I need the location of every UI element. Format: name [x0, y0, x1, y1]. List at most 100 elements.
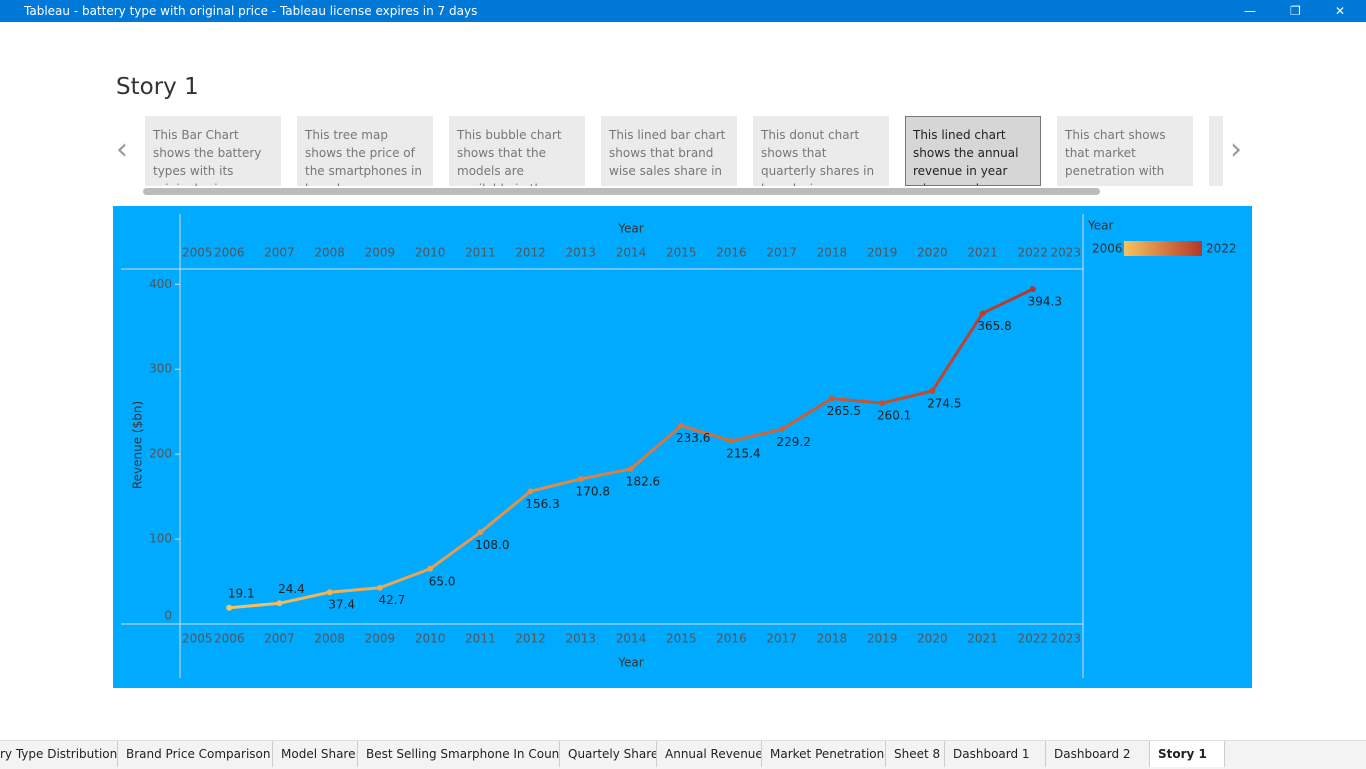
- data-label: 365.8: [977, 319, 1011, 333]
- x-tick-label: 2016: [716, 246, 747, 260]
- data-label: 229.2: [776, 435, 810, 449]
- data-label: 215.4: [726, 447, 760, 461]
- chart-background: [113, 206, 1252, 688]
- y-tick-label: 300: [149, 362, 172, 376]
- x-tick-label: 2014: [616, 632, 647, 646]
- x-tick-label: 2022: [1018, 632, 1049, 646]
- x-axis-title: Year: [617, 222, 643, 236]
- data-point: [728, 438, 735, 445]
- sheet-tab[interactable]: Dashboard 1: [945, 741, 1046, 767]
- x-tick-label: 2014: [616, 246, 647, 260]
- y-tick-label: 200: [149, 447, 172, 461]
- x-tick-label: 2020: [917, 246, 948, 260]
- sheet-tabs: ry Type Distribution Brand Price Comparis…: [0, 740, 1366, 769]
- x-tick-label: 2007: [264, 632, 295, 646]
- data-label: 37.4: [328, 598, 355, 612]
- data-point: [376, 584, 383, 591]
- story-point[interactable]: This donut chart shows that quarterly sh…: [753, 116, 889, 186]
- x-tick-label: 2009: [365, 632, 396, 646]
- x-tick-label: 2012: [515, 246, 546, 260]
- data-label: 24.4: [278, 582, 305, 596]
- x-tick-label: 2018: [817, 246, 848, 260]
- x-tick-label: 2013: [566, 632, 597, 646]
- data-point: [879, 400, 886, 407]
- data-label: 182.6: [626, 474, 660, 488]
- x-tick-label: 2016: [716, 632, 747, 646]
- data-point: [778, 426, 785, 433]
- title-bar: Tableau - battery type with original pri…: [0, 0, 1366, 22]
- x-tick-label: 2012: [515, 632, 546, 646]
- sheet-tab[interactable]: Story 1: [1150, 741, 1225, 767]
- data-label: 265.5: [827, 404, 861, 418]
- data-label: 42.7: [379, 593, 406, 607]
- sheet-tab[interactable]: Sheet 8: [886, 741, 945, 767]
- data-point: [326, 589, 333, 596]
- prev-arrow[interactable]: ‹: [116, 132, 128, 167]
- data-label: 19.1: [228, 586, 255, 600]
- story-point[interactable]: This Bar Chart shows the battery types w…: [145, 116, 281, 186]
- sheet-tab[interactable]: Dashboard 2: [1046, 741, 1150, 767]
- x-tick-label: 2017: [766, 246, 797, 260]
- x-tick-label: 2006: [214, 246, 245, 260]
- sheet-tab[interactable]: Best Selling Smarphone In Coun...: [358, 741, 560, 767]
- y-tick-label: 400: [149, 277, 172, 291]
- x-tick-label: 2019: [867, 632, 898, 646]
- x-tick-label: 2021: [967, 246, 998, 260]
- data-point: [979, 310, 986, 317]
- close[interactable]: ✕: [1335, 4, 1346, 18]
- x-tick-label: 2017: [766, 632, 797, 646]
- sheet-tab[interactable]: ry Type Distribution: [0, 741, 118, 767]
- data-label: 274.5: [927, 396, 961, 410]
- minimize[interactable]: —: [1244, 4, 1256, 18]
- x-tick-label: 2015: [666, 632, 697, 646]
- story-point[interactable]: This tree map shows the price of the sma…: [297, 116, 433, 186]
- story-point[interactable]: This lined chart shows the annual revenu…: [905, 116, 1041, 186]
- x-tick-label: 2008: [314, 632, 345, 646]
- x-tick-label: 2007: [264, 246, 295, 260]
- x-axis-title: Year: [617, 656, 643, 670]
- sheet-tab[interactable]: Market Penetration: [762, 741, 886, 767]
- x-tick-label: 2005: [182, 632, 213, 646]
- story-point[interactable]: This bubble chart shows that the models …: [449, 116, 585, 186]
- legend-gradient: [1124, 241, 1202, 256]
- x-tick-label: 2011: [465, 246, 496, 260]
- sheet-tab[interactable]: Quartely Share: [560, 741, 657, 767]
- story-point[interactable]: This lined bar chart shows that brand wi…: [601, 116, 737, 186]
- x-tick-label: 2023: [1050, 246, 1081, 260]
- x-tick-label: 2023: [1050, 632, 1081, 646]
- scrollbar[interactable]: [143, 188, 1100, 195]
- legend-title: Year: [1087, 219, 1113, 233]
- x-tick-label: 2013: [566, 246, 597, 260]
- sheet-tab[interactable]: Brand Price Comparison: [118, 741, 273, 767]
- y-tick-label: 100: [149, 532, 172, 546]
- data-label: 108.0: [475, 538, 509, 552]
- sheet-tab[interactable]: Annual Revenue: [657, 741, 762, 767]
- story-point[interactable]: This chart shows that market penetration…: [1057, 116, 1193, 186]
- legend-label: 2006: [1092, 242, 1123, 256]
- data-label: 156.3: [525, 497, 559, 511]
- y-axis-title: Revenue ($bn): [131, 401, 145, 489]
- x-tick-label: 2021: [967, 632, 998, 646]
- legend-label: 2022: [1206, 242, 1237, 256]
- sheet-tab[interactable]: Model Share: [273, 741, 358, 767]
- x-tick-label: 2010: [415, 632, 446, 646]
- data-point: [828, 395, 835, 402]
- y-tick-label: 0: [164, 609, 172, 623]
- data-point: [527, 488, 534, 495]
- window-title: Tableau - battery type with original pri…: [24, 4, 478, 18]
- data-point: [276, 600, 283, 607]
- next-arrow[interactable]: ›: [1230, 132, 1242, 167]
- restore[interactable]: ❐: [1290, 4, 1301, 18]
- data-label: 394.3: [1028, 295, 1062, 309]
- story-point[interactable]: [1209, 116, 1223, 186]
- data-point: [577, 475, 584, 482]
- data-label: 65.0: [429, 574, 456, 588]
- x-tick-label: 2009: [365, 246, 396, 260]
- x-tick-label: 2022: [1018, 246, 1049, 260]
- x-tick-label: 2005: [182, 246, 213, 260]
- x-tick-label: 2020: [917, 632, 948, 646]
- x-tick-label: 2018: [817, 632, 848, 646]
- x-tick-label: 2019: [867, 246, 898, 260]
